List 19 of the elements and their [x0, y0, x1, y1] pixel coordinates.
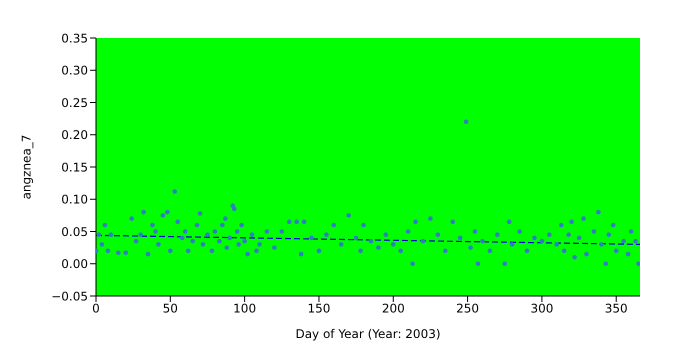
x-tick-label: 350 — [604, 302, 628, 316]
y-tick-label: 0.35 — [61, 31, 88, 46]
x-tick-label: 300 — [530, 302, 554, 316]
y-tick-label: 0.20 — [61, 128, 88, 142]
y-tick-label: −0.05 — [51, 289, 88, 304]
x-tick-label: 100 — [233, 302, 256, 316]
y-tick-label: 0.15 — [61, 160, 88, 174]
y-tick-label: 0.30 — [61, 64, 88, 78]
y-tick-label: 0.10 — [61, 192, 88, 207]
x-tick-label: 50 — [162, 302, 178, 316]
y-axis-title: angznea_7 — [19, 134, 34, 200]
x-tick-label: 0 — [92, 302, 100, 316]
x-tick-label: 200 — [382, 302, 405, 316]
x-axis-title: Day of Year (Year: 2003) — [295, 327, 441, 341]
x-tick-label: 150 — [308, 302, 330, 316]
y-tick-label: 0.05 — [61, 224, 88, 239]
x-tick-label: 250 — [456, 302, 480, 316]
y-tick-label: 0.25 — [61, 96, 88, 110]
y-tick-label: 0.00 — [61, 257, 88, 272]
